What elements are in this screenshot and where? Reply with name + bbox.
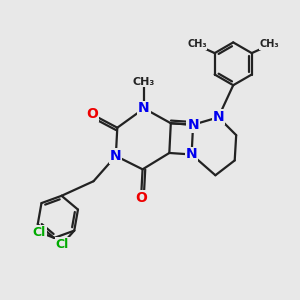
Text: Cl: Cl bbox=[56, 238, 69, 250]
Text: N: N bbox=[110, 149, 122, 163]
Text: O: O bbox=[86, 107, 98, 121]
Text: CH₃: CH₃ bbox=[260, 39, 279, 49]
Text: CH₃: CH₃ bbox=[133, 76, 155, 87]
Text: N: N bbox=[138, 101, 150, 116]
Text: N: N bbox=[187, 118, 199, 132]
Text: N: N bbox=[186, 148, 197, 161]
Text: CH₃: CH₃ bbox=[187, 39, 207, 49]
Text: O: O bbox=[135, 190, 147, 205]
Text: Cl: Cl bbox=[33, 226, 46, 238]
Text: N: N bbox=[212, 110, 224, 124]
